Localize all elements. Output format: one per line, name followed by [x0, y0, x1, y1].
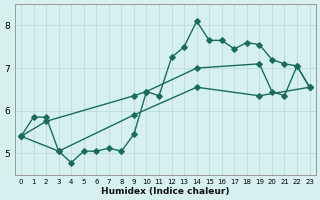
X-axis label: Humidex (Indice chaleur): Humidex (Indice chaleur) [101, 187, 229, 196]
